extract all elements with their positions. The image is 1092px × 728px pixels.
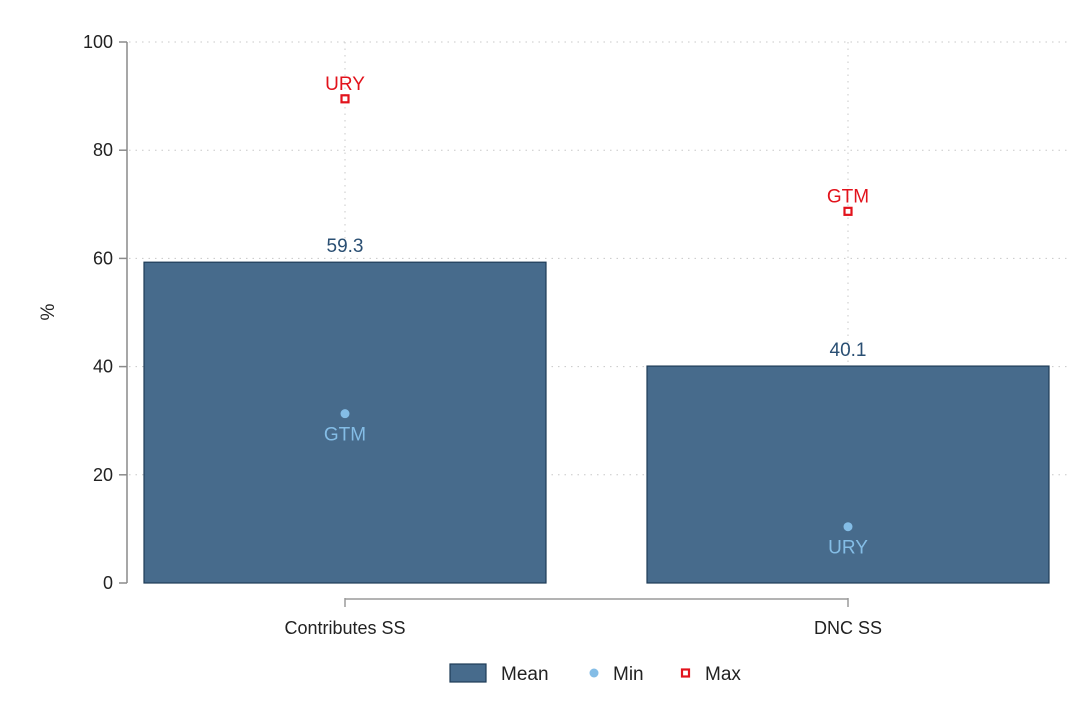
legend-max-label: Max — [705, 664, 741, 685]
max-marker-1 — [843, 206, 853, 216]
min-marker-1 — [843, 522, 853, 532]
y-tick-label: 20 — [93, 465, 113, 485]
y-axis: 0 20 40 60 80 100 — [83, 32, 128, 593]
max-marker-0 — [340, 94, 350, 104]
bar-1 — [646, 365, 1050, 584]
y-tick-label: 60 — [93, 248, 113, 268]
y-tick-label: 80 — [93, 140, 113, 160]
bar-value-label: 59.3 — [327, 236, 364, 257]
y-axis-label: % — [38, 303, 59, 320]
legend-mean-label: Mean — [501, 664, 549, 685]
legend-min-marker — [589, 668, 599, 678]
legend: Mean Min Max — [449, 663, 741, 685]
min-marker-label: URY — [828, 538, 868, 559]
bar-0 — [143, 261, 547, 584]
y-tick-label: 0 — [103, 573, 113, 593]
legend-max-marker — [680, 668, 691, 678]
legend-mean-swatch — [449, 663, 487, 683]
bar-value-label: 40.1 — [830, 340, 867, 361]
legend-min-label: Min — [613, 664, 644, 685]
markers: 59.3 40.1 GTM URY URY GTM — [324, 74, 869, 559]
max-marker-label: GTM — [827, 186, 869, 207]
y-tick-label: 100 — [83, 32, 113, 52]
max-marker-label: URY — [325, 74, 365, 95]
min-marker-label: GTM — [324, 425, 366, 446]
x-tick-label: DNC SS — [814, 618, 882, 638]
y-tick-label: 40 — [93, 357, 113, 377]
min-marker-0 — [340, 409, 350, 419]
x-tick-label: Contributes SS — [284, 618, 405, 638]
x-axis: Contributes SS DNC SS — [284, 598, 882, 638]
bars — [143, 261, 1050, 584]
